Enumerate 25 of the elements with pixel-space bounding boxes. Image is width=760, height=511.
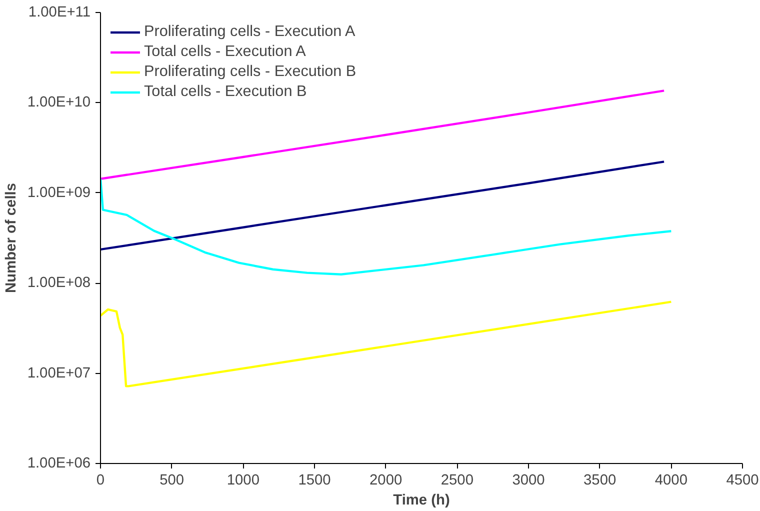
x-tick-label: 1000: [226, 472, 260, 488]
line-series: [100, 160, 666, 251]
line-series: [100, 178, 672, 276]
x-tick-label: 2500: [440, 472, 474, 488]
y-tick-label: 1.00E+06: [27, 456, 91, 472]
x-tick-label: 3000: [512, 472, 545, 488]
x-tick-label: 500: [160, 472, 184, 488]
x-tick-label: 4500: [726, 472, 759, 488]
y-tick-label: 1.00E+09: [27, 184, 91, 201]
legend-label: Proliferating cells - Execution B: [144, 63, 356, 81]
legend-label: Proliferating cells - Execution A: [144, 23, 356, 41]
y-tick-label: 1.00E+11: [28, 4, 91, 20]
y-tick-label: 1.00E+10: [27, 94, 91, 111]
x-tick-label: 3500: [584, 472, 616, 488]
x-tick-label: 0: [96, 472, 105, 488]
legend-label: Total cells - Execution A: [144, 43, 306, 61]
x-tick-label: 4000: [654, 472, 688, 488]
x-tick-label: 1500: [298, 472, 331, 488]
y-axis-title: Number of cells: [3, 183, 20, 293]
legend-label: Total cells - Execution B: [144, 83, 307, 101]
y-tick-label: 1.00E+07: [27, 365, 91, 382]
line-series: [100, 300, 672, 388]
x-tick-label: 2000: [370, 472, 402, 488]
x-axis-title: Time (h): [393, 492, 450, 508]
y-tick-label: 1.00E+08: [27, 275, 91, 292]
